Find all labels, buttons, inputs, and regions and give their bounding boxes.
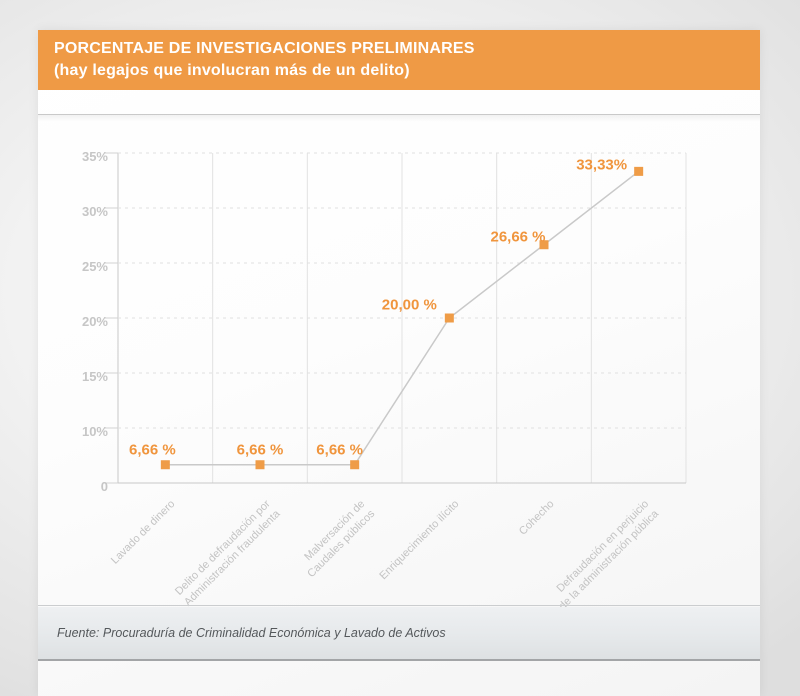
data-point-label: 26,66 % — [490, 228, 546, 246]
chart-title-line1: PORCENTAJE DE INVESTIGACIONES PRELIMINAR… — [54, 40, 475, 57]
source-bar: Fuente: Procuraduría de Criminalidad Eco… — [38, 607, 760, 661]
data-point-marker — [539, 240, 549, 250]
data-point-label: 6,66 % — [316, 441, 364, 459]
source-text: Fuente: Procuraduría de Criminalidad Eco… — [57, 626, 446, 640]
footer-divider-line — [38, 605, 760, 606]
y-axis-label: 25% — [81, 259, 108, 274]
chart-title-bar: PORCENTAJE DE INVESTIGACIONES PRELIMINAR… — [38, 30, 760, 90]
y-axis-label: 30% — [81, 204, 108, 219]
data-point-label: 33,33% — [576, 156, 628, 174]
data-point-label: 6,66 % — [236, 441, 284, 459]
chart-card: 35% 30% 25% 20% 15% 10% 0 Lavado de dinero Delit… — [38, 30, 760, 696]
data-point-marker — [160, 460, 170, 470]
data-point-label: 6,66 % — [128, 441, 176, 459]
data-point-label: 20,00 % — [381, 296, 437, 314]
y-axis-label: 0 — [100, 479, 108, 494]
header-divider-line — [38, 114, 760, 115]
data-point-marker — [444, 313, 454, 323]
chart-title-line2: (hay legajos que involucran más de un de… — [54, 62, 410, 79]
y-axis-label: 35% — [81, 149, 108, 164]
data-point-marker — [350, 460, 360, 470]
y-axis-label: 10% — [81, 424, 108, 439]
data-point-marker — [255, 460, 265, 470]
line-chart: 35% 30% 25% 20% 15% 10% 0 Lavado de dinero Delit… — [38, 30, 760, 696]
y-axis-label: 20% — [81, 314, 108, 329]
data-point-marker — [634, 166, 644, 176]
header-divider-shadow — [38, 115, 760, 122]
y-axis-label: 15% — [81, 369, 108, 384]
chart-plot — [104, 152, 687, 484]
trend-line — [165, 170, 640, 466]
